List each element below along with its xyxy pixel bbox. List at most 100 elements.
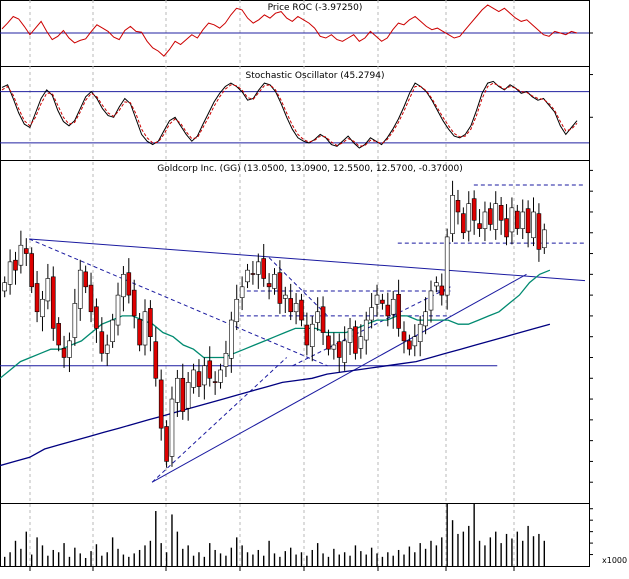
- candle-body: [142, 311, 148, 346]
- candle-body: [342, 340, 347, 363]
- candle-body: [493, 203, 499, 230]
- candle-body: [536, 213, 542, 250]
- candle-body: [336, 341, 342, 358]
- candle-body: [450, 195, 455, 234]
- candle-body: [94, 306, 99, 329]
- candle-body: [423, 311, 428, 327]
- candle-body: [23, 248, 29, 254]
- candle-body: [169, 398, 175, 457]
- stochastic-panel: [0, 74, 593, 149]
- candle-body: [164, 426, 169, 462]
- candle-body: [385, 304, 391, 317]
- candle-body: [158, 379, 164, 429]
- candle-body: [461, 213, 466, 234]
- candle-body: [347, 328, 353, 343]
- candle-body: [121, 274, 126, 298]
- candle-body: [196, 371, 202, 387]
- candle-body: [531, 211, 536, 239]
- candle-body: [504, 218, 509, 238]
- candle-body: [110, 319, 115, 342]
- price-panel: [0, 169, 593, 483]
- candle-body: [18, 244, 24, 266]
- candle-body: [50, 276, 56, 329]
- candle-body: [250, 273, 256, 275]
- candle-body: [272, 274, 277, 289]
- moving-average-long: [0, 323, 551, 467]
- candle-body: [29, 253, 34, 288]
- candle-body: [498, 205, 504, 221]
- candle-body: [471, 198, 477, 221]
- candle-body: [191, 369, 196, 388]
- candle-body: [520, 211, 526, 229]
- candle-body: [126, 272, 132, 296]
- candle-body: [153, 341, 159, 379]
- candle-body: [309, 323, 315, 347]
- volume-panel: [3, 503, 593, 566]
- candle-body: [104, 344, 110, 354]
- candle-body: [45, 278, 51, 302]
- candle-body: [256, 261, 261, 275]
- candle-body: [61, 348, 67, 358]
- candle-body: [525, 208, 531, 234]
- candle-body: [2, 282, 7, 292]
- candle-body: [326, 335, 331, 350]
- dashed-trendline: [151, 357, 287, 483]
- candle-body: [88, 284, 94, 313]
- candle-body: [261, 258, 267, 279]
- candle-body: [34, 283, 40, 313]
- dashed-trendline: [29, 238, 328, 367]
- price-title: Goldcorp Inc. (GG) (13.0500, 13.0900, 12…: [157, 164, 463, 174]
- candle-body: [137, 318, 142, 346]
- month-axis: [0, 566, 589, 571]
- candle-body: [509, 207, 515, 233]
- candle-body: [374, 294, 380, 305]
- candle-body: [83, 271, 88, 288]
- candle-body: [455, 200, 461, 213]
- candle-body: [234, 298, 240, 323]
- candle-body: [401, 331, 407, 342]
- stochastic-title: Stochastic Oscillator (45.2794): [245, 71, 384, 81]
- candle-body: [239, 286, 245, 298]
- candle-body: [407, 340, 412, 350]
- candle-body: [304, 324, 310, 346]
- candle-body: [266, 283, 272, 288]
- candle-body: [390, 298, 396, 315]
- candle-body: [282, 294, 288, 299]
- candle-body: [428, 290, 434, 311]
- candle-body: [380, 299, 385, 304]
- candle-body: [56, 323, 61, 346]
- moving-average-short: [0, 269, 551, 379]
- candle-body: [277, 272, 283, 304]
- candle-body: [353, 326, 358, 354]
- candle-body: [131, 289, 137, 317]
- candle-body: [293, 303, 299, 313]
- candle-body: [212, 381, 218, 383]
- candle-body: [67, 340, 72, 358]
- candle-body: [482, 211, 488, 229]
- candle-body: [7, 261, 13, 285]
- candle-body: [245, 269, 250, 283]
- trendline: [151, 273, 527, 483]
- candle-body: [72, 303, 78, 338]
- price-roc-panel: [0, 4, 593, 57]
- candle-body: [99, 331, 105, 354]
- candle-body: [396, 293, 401, 329]
- candle-body: [369, 307, 374, 321]
- candle-body: [223, 353, 229, 367]
- candle-body: [434, 282, 439, 287]
- candle-body: [288, 298, 293, 313]
- candle-body: [331, 344, 337, 350]
- volume-axis-unit: x1000: [602, 556, 627, 565]
- candle-body: [320, 306, 326, 333]
- dashed-trendline: [292, 286, 451, 367]
- candle-body: [115, 294, 121, 326]
- candle-body: [40, 298, 45, 318]
- trendline: [29, 238, 586, 282]
- candle-body: [466, 203, 472, 232]
- stochastic-d-line: [1, 82, 578, 147]
- candle-body: [218, 369, 223, 383]
- candle-body: [229, 319, 234, 359]
- candle-body: [315, 311, 320, 323]
- roc-title: Price ROC (-3.97250): [268, 3, 363, 13]
- roc-line: [1, 4, 578, 57]
